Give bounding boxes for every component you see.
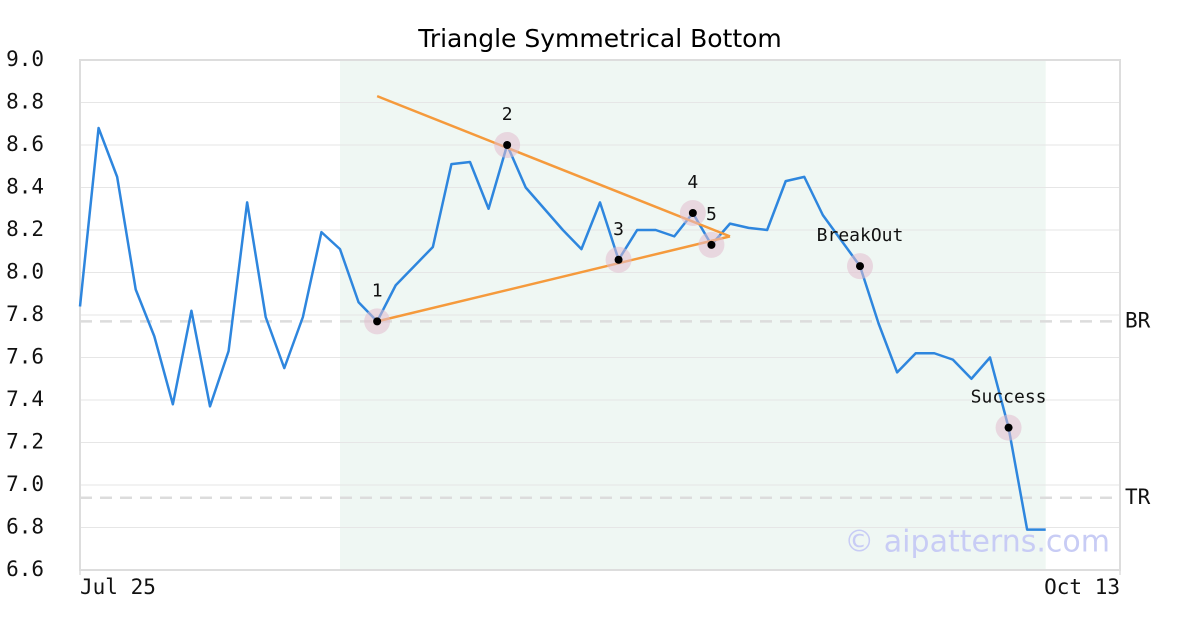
point-label: BreakOut: [817, 225, 904, 246]
point-label: 5: [706, 204, 717, 225]
point-dot: [688, 209, 697, 217]
level-label: BR: [1125, 308, 1151, 332]
plot-frame: [79, 59, 1121, 571]
point-label: 1: [372, 280, 383, 301]
trendline: [376, 94, 731, 238]
point-label: 4: [687, 172, 698, 193]
point-dot: [856, 262, 864, 271]
y-tick-label: 7.8: [6, 302, 44, 326]
y-tick-label: 8.4: [6, 175, 44, 199]
x-tick-label: Oct 13: [1044, 575, 1120, 599]
point-dot: [1004, 423, 1013, 432]
y-tick-label: 7.4: [6, 387, 44, 411]
y-tick-label: 8.6: [6, 132, 44, 156]
chart-title: Triangle Symmetrical Bottom: [417, 24, 782, 53]
point-label: 3: [613, 219, 624, 240]
y-tick-label: 7.0: [6, 472, 44, 496]
y-tick-label: 8.8: [6, 90, 44, 114]
y-tick-label: 7.6: [6, 345, 44, 369]
y-tick-label: 8.0: [6, 260, 44, 284]
y-tick-label: 6.6: [6, 557, 44, 581]
y-tick-label: 8.2: [6, 217, 44, 241]
x-tick-label: Jul 25: [80, 575, 156, 599]
point-label: Success: [971, 387, 1047, 408]
y-tick-label: 6.8: [6, 515, 44, 539]
point-dot: [614, 255, 623, 264]
trendline: [376, 235, 731, 323]
point-dot: [503, 141, 512, 149]
point-dot: [707, 240, 716, 249]
price-line: [78, 126, 1046, 531]
point-label: 2: [502, 104, 513, 125]
y-tick-label: 7.2: [6, 430, 44, 454]
watermark: © aipatterns.com: [844, 525, 1110, 560]
level-label: TR: [1125, 485, 1151, 509]
y-tick-label: 9.0: [6, 47, 44, 71]
point-dot: [373, 317, 382, 326]
